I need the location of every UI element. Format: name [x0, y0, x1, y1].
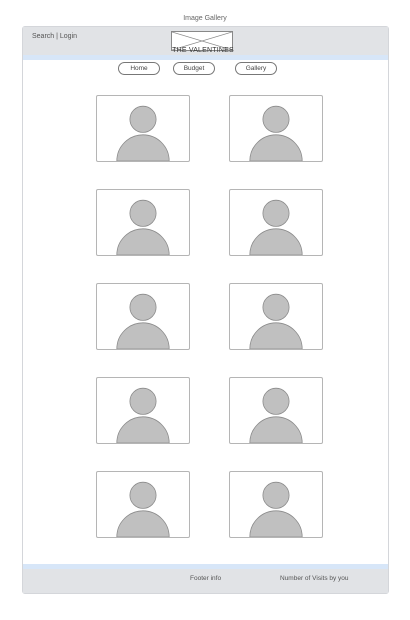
page-caption: Image Gallery [183, 15, 227, 22]
person-placeholder-icon [249, 293, 303, 349]
nav-bar: Home Budget Gallery [23, 62, 388, 76]
person-placeholder-icon [116, 105, 170, 161]
search-login-link[interactable]: Search | Login [32, 33, 78, 40]
nav-gallery-button[interactable]: Gallery [235, 62, 277, 75]
gallery-image-card[interactable] [229, 377, 323, 444]
gallery-image-card[interactable] [96, 95, 190, 162]
person-placeholder-icon [116, 387, 170, 443]
footer-info: Footer info [190, 575, 222, 582]
gallery-image-card[interactable] [96, 471, 190, 538]
person-placeholder-icon [116, 293, 170, 349]
gallery-image-card[interactable] [229, 471, 323, 538]
browser-frame: Search | Login THE VALENTINES Home Budge… [22, 26, 389, 594]
gallery-image-card[interactable] [96, 377, 190, 444]
site-title: THE VALENTINES [172, 47, 234, 54]
gallery-image-card[interactable] [96, 189, 190, 256]
person-placeholder-icon [116, 481, 170, 537]
nav-budget-button[interactable]: Budget [173, 62, 215, 75]
person-placeholder-icon [249, 387, 303, 443]
person-placeholder-icon [249, 105, 303, 161]
visit-counter: Number of Visits by you [280, 575, 349, 582]
footer: Footer info Number of Visits by you [23, 564, 388, 593]
gallery-image-card[interactable] [229, 95, 323, 162]
person-placeholder-icon [249, 481, 303, 537]
logo-image-placeholder-icon[interactable] [171, 31, 233, 51]
person-placeholder-icon [249, 199, 303, 255]
nav-home-button[interactable]: Home [118, 62, 160, 75]
gallery-image-card[interactable] [229, 189, 323, 256]
gallery-image-card[interactable] [96, 283, 190, 350]
person-placeholder-icon [116, 199, 170, 255]
gallery-image-card[interactable] [229, 283, 323, 350]
header: Search | Login THE VALENTINES [23, 27, 388, 60]
gallery-grid [23, 27, 388, 593]
